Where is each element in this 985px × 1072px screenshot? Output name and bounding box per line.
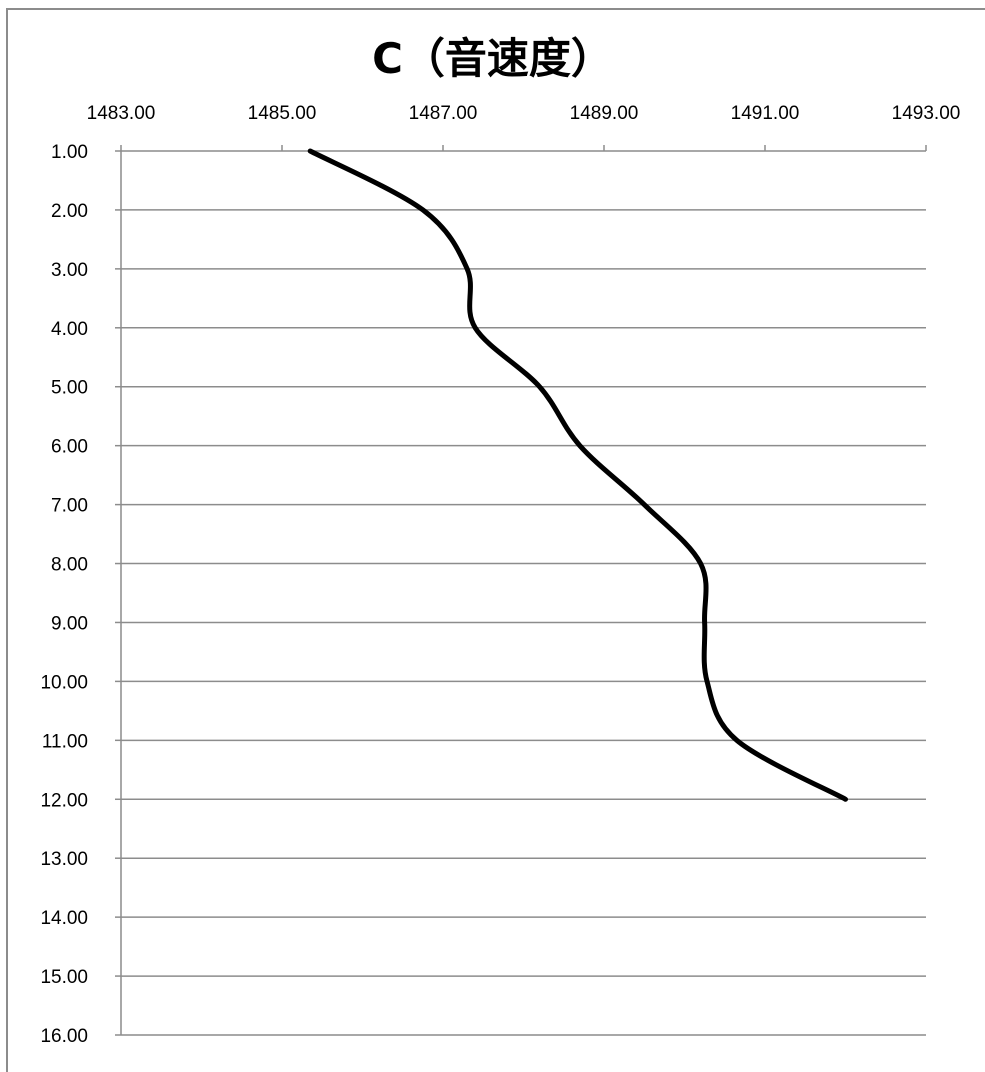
x-tick-label: 1493.00 [892, 103, 961, 124]
x-tick-label: 1487.00 [409, 103, 478, 124]
y-tick-label: 5.00 [51, 378, 88, 399]
series-group [307, 148, 848, 802]
y-tick-label: 7.00 [51, 496, 88, 517]
x-tick-label: 1483.00 [87, 103, 156, 124]
y-tick-label: 16.00 [40, 1026, 88, 1047]
series-line [307, 148, 848, 802]
y-tick-label: 12.00 [40, 790, 88, 811]
chart-title: C（音速度） [372, 34, 613, 83]
y-tick-label: 8.00 [51, 555, 88, 576]
y-tick-label: 11.00 [42, 731, 88, 752]
y-tick-label: 14.00 [40, 908, 88, 929]
axes [120, 150, 926, 1035]
y-tick-label: 6.00 [51, 437, 88, 458]
chart-frame [6, 8, 985, 1072]
y-tick-label: 1.00 [51, 142, 88, 163]
y-tick-label: 4.00 [51, 319, 88, 340]
x-tick-label: 1485.00 [248, 103, 317, 124]
y-tick-label: 9.00 [51, 613, 88, 634]
y-tick-label: 10.00 [40, 672, 88, 693]
y-tick-label: 3.00 [51, 260, 88, 281]
y-axis-ticks: 1.00 2.00 3.00 4.00 5.00 6.00 7.00 8.00 9.00 10.0… [40, 142, 121, 1047]
y-tick-label: 15.00 [40, 967, 88, 988]
x-tick-label: 1489.00 [570, 103, 639, 124]
y-tick-label: 2.00 [51, 201, 88, 222]
x-tick-label: 1491.00 [731, 103, 800, 124]
y-tick-label: 13.00 [40, 849, 88, 870]
gridlines [121, 209, 926, 1036]
x-axis-ticks: 1483.00 1485.00 1487.00 1489.00 1491.00 1493.… [87, 103, 961, 151]
